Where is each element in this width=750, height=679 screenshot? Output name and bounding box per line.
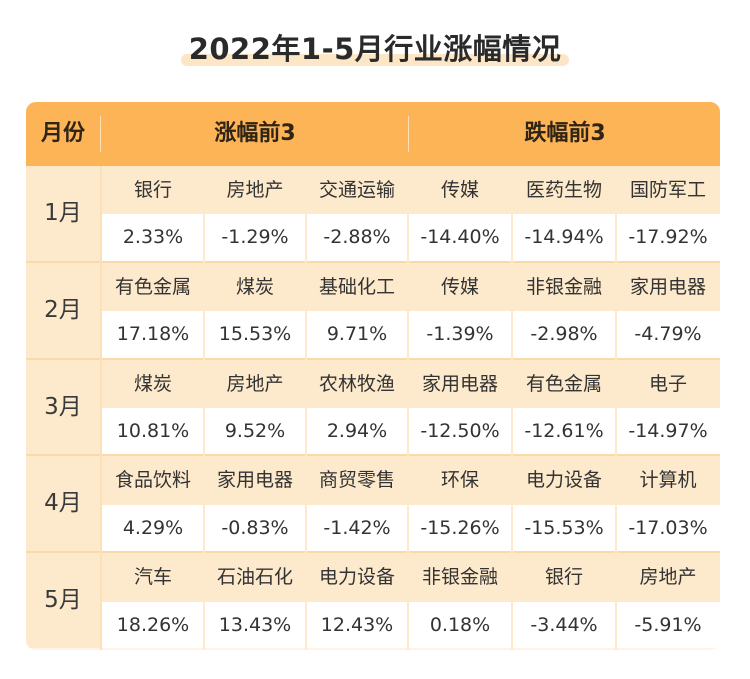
industry-name: 电力设备 <box>306 553 408 602</box>
industry-name: 交通运输 <box>306 166 408 215</box>
industry-name: 家用电器 <box>408 359 512 408</box>
industry-name: 传媒 <box>408 262 512 312</box>
change-value: 2.94% <box>306 408 408 455</box>
row-divider <box>26 357 720 360</box>
change-value: -1.42% <box>306 504 408 552</box>
change-value: -14.94% <box>512 214 616 261</box>
industry-name: 银行 <box>102 166 204 215</box>
change-value: -15.26% <box>408 504 512 552</box>
industry-name: 计算机 <box>616 456 720 505</box>
header-separator <box>408 116 409 152</box>
change-value: 18.26% <box>102 601 204 648</box>
change-value: -17.03% <box>616 504 720 552</box>
month-label: 1月 <box>26 166 100 261</box>
title-wrap: 2022年1-5月行业涨幅情况 <box>0 26 750 68</box>
industry-name: 房地产 <box>204 359 306 408</box>
industry-name: 家用电器 <box>204 456 306 505</box>
month-column-divider <box>100 166 102 650</box>
change-value: 17.18% <box>102 311 204 358</box>
month-label: 5月 <box>26 553 100 648</box>
industry-name: 银行 <box>512 553 616 602</box>
change-value: -3.44% <box>512 601 616 648</box>
change-value: -17.92% <box>616 214 720 261</box>
column-divider <box>615 166 617 650</box>
change-value: -12.50% <box>408 408 512 455</box>
industry-name: 商贸零售 <box>306 456 408 505</box>
change-value: -4.79% <box>616 311 720 358</box>
industry-name: 煤炭 <box>102 359 204 408</box>
industry-name: 电子 <box>616 359 720 408</box>
change-value: 12.43% <box>306 601 408 648</box>
industry-name: 煤炭 <box>204 262 306 312</box>
row-divider <box>26 260 720 263</box>
change-value: 9.71% <box>306 311 408 358</box>
column-divider <box>203 166 205 650</box>
change-value: 13.43% <box>204 601 306 648</box>
industry-name: 有色金属 <box>102 262 204 312</box>
header-month: 月份 <box>40 121 85 146</box>
industry-name: 环保 <box>408 456 512 505</box>
page-title-text: 2022年1-5月行业涨幅情况 <box>188 32 562 66</box>
column-divider <box>407 166 409 650</box>
industry-name: 家用电器 <box>616 262 720 312</box>
change-value: -14.40% <box>408 214 512 261</box>
header-rise-top3: 涨幅前3 <box>214 121 296 146</box>
industry-name: 非银金融 <box>408 553 512 602</box>
change-value: 2.33% <box>102 214 204 261</box>
industry-name: 基础化工 <box>306 262 408 312</box>
change-value: 4.29% <box>102 504 204 552</box>
industry-name: 食品饮料 <box>102 456 204 505</box>
industry-name: 房地产 <box>616 553 720 602</box>
change-value: 15.53% <box>204 311 306 358</box>
column-divider <box>305 166 307 650</box>
column-divider <box>511 166 513 650</box>
industry-name: 传媒 <box>408 166 512 215</box>
industry-name: 国防军工 <box>616 166 720 215</box>
change-value: -2.88% <box>306 214 408 261</box>
month-label: 3月 <box>26 359 100 455</box>
industry-name: 房地产 <box>204 166 306 215</box>
change-value: -14.97% <box>616 408 720 455</box>
row-divider <box>26 454 720 457</box>
industry-name: 汽车 <box>102 553 204 602</box>
change-value: -1.29% <box>204 214 306 261</box>
change-value: 0.18% <box>408 601 512 648</box>
industry-name: 石油石化 <box>204 553 306 602</box>
industry-table: 月份 涨幅前3 跌幅前3 1月 银行 房地产 交通运输 传媒 医药生物 国防军工 2.33% -… <box>26 102 720 650</box>
header-separator <box>100 116 101 152</box>
change-value: -0.83% <box>204 504 306 552</box>
change-value: -15.53% <box>512 504 616 552</box>
change-value: -5.91% <box>616 601 720 648</box>
table-header: 月份 涨幅前3 跌幅前3 <box>26 102 720 166</box>
month-label: 2月 <box>26 262 100 358</box>
page-title: 2022年1-5月行业涨幅情况 <box>180 26 570 68</box>
row-divider <box>26 551 720 554</box>
industry-name: 非银金融 <box>512 262 616 312</box>
change-value: 10.81% <box>102 408 204 455</box>
industry-name: 医药生物 <box>512 166 616 215</box>
industry-name: 电力设备 <box>512 456 616 505</box>
change-value: 9.52% <box>204 408 306 455</box>
header-fall-top3: 跌幅前3 <box>524 121 606 146</box>
industry-name: 农林牧渔 <box>306 359 408 408</box>
change-value: -2.98% <box>512 311 616 358</box>
industry-name: 有色金属 <box>512 359 616 408</box>
change-value: -12.61% <box>512 408 616 455</box>
change-value: -1.39% <box>408 311 512 358</box>
month-label: 4月 <box>26 456 100 552</box>
